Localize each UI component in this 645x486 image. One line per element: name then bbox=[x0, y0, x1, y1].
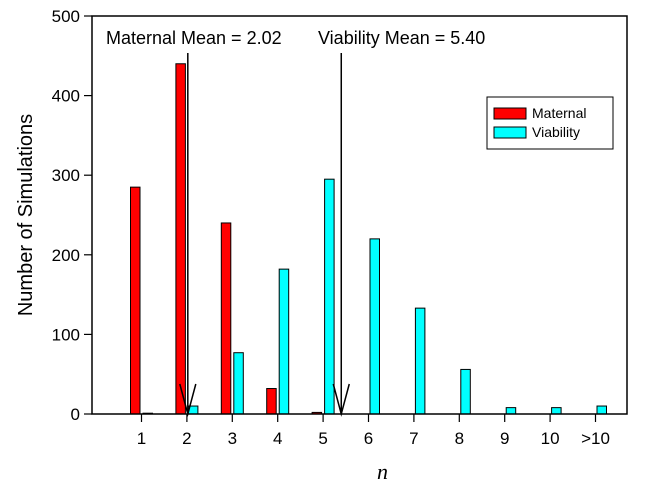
bar-viability-6 bbox=[369, 238, 380, 415]
x-tick-label: >10 bbox=[581, 429, 610, 448]
bar-viability-3 bbox=[233, 352, 244, 415]
x-axis-title: n bbox=[377, 459, 388, 484]
annotations-layer: Maternal Mean = 2.02 Viability Mean = 5.4… bbox=[106, 28, 485, 417]
y-tick-label: 200 bbox=[52, 246, 80, 265]
x-tick-label: 9 bbox=[500, 429, 509, 448]
y-tick-label: 500 bbox=[52, 7, 80, 26]
mean-arrow-head bbox=[332, 383, 350, 417]
bar-maternal-2 bbox=[175, 63, 186, 415]
bar-viability-8 bbox=[460, 368, 471, 415]
legend-swatch-viability bbox=[493, 126, 527, 139]
bar-viability-9 bbox=[505, 407, 517, 415]
bars-layer bbox=[130, 63, 607, 415]
x-tick-label: 1 bbox=[137, 429, 146, 448]
x-axis: 1 2 3 4 5 6 7 8 9 10 >10 bbox=[137, 414, 610, 448]
bar-maternal-3 bbox=[220, 222, 232, 415]
y-tick-label: 0 bbox=[71, 405, 80, 424]
y-axis-title: Number of Simulations bbox=[15, 114, 37, 316]
y-tick-label: 100 bbox=[52, 325, 80, 344]
legend: Maternal Viability bbox=[486, 96, 614, 150]
bar-viability-7 bbox=[414, 307, 426, 415]
plot-frame bbox=[91, 15, 628, 415]
bar-maternal-4 bbox=[266, 388, 277, 415]
legend-box bbox=[486, 96, 614, 150]
legend-swatch-maternal bbox=[493, 107, 527, 120]
bar-viability-10 bbox=[551, 407, 562, 415]
x-tick-label: 4 bbox=[273, 429, 282, 448]
mean-arrow-head bbox=[179, 383, 197, 417]
x-tick-label: 8 bbox=[455, 429, 464, 448]
bar-maternal-1 bbox=[130, 186, 141, 415]
bar-viability-5 bbox=[324, 178, 335, 415]
x-tick-label: 5 bbox=[318, 429, 327, 448]
y-tick-label: 400 bbox=[52, 87, 80, 106]
bar-viability-4 bbox=[278, 268, 290, 415]
bar-viability->10 bbox=[596, 405, 607, 415]
x-tick-label: 7 bbox=[409, 429, 418, 448]
x-tick-label: 3 bbox=[228, 429, 237, 448]
mean-annotation-label: Maternal Mean = 2.02 bbox=[106, 28, 282, 48]
x-tick-label: 6 bbox=[364, 429, 373, 448]
y-tick-label: 300 bbox=[52, 166, 80, 185]
x-tick-label: 10 bbox=[541, 429, 560, 448]
mean-annotation-label: Viability Mean = 5.40 bbox=[318, 28, 485, 48]
legend-label-viability: Viability bbox=[532, 124, 580, 140]
x-tick-label: 2 bbox=[182, 429, 191, 448]
y-axis: 0 100 200 300 400 500 bbox=[52, 7, 92, 424]
legend-label-maternal: Maternal bbox=[532, 105, 586, 121]
